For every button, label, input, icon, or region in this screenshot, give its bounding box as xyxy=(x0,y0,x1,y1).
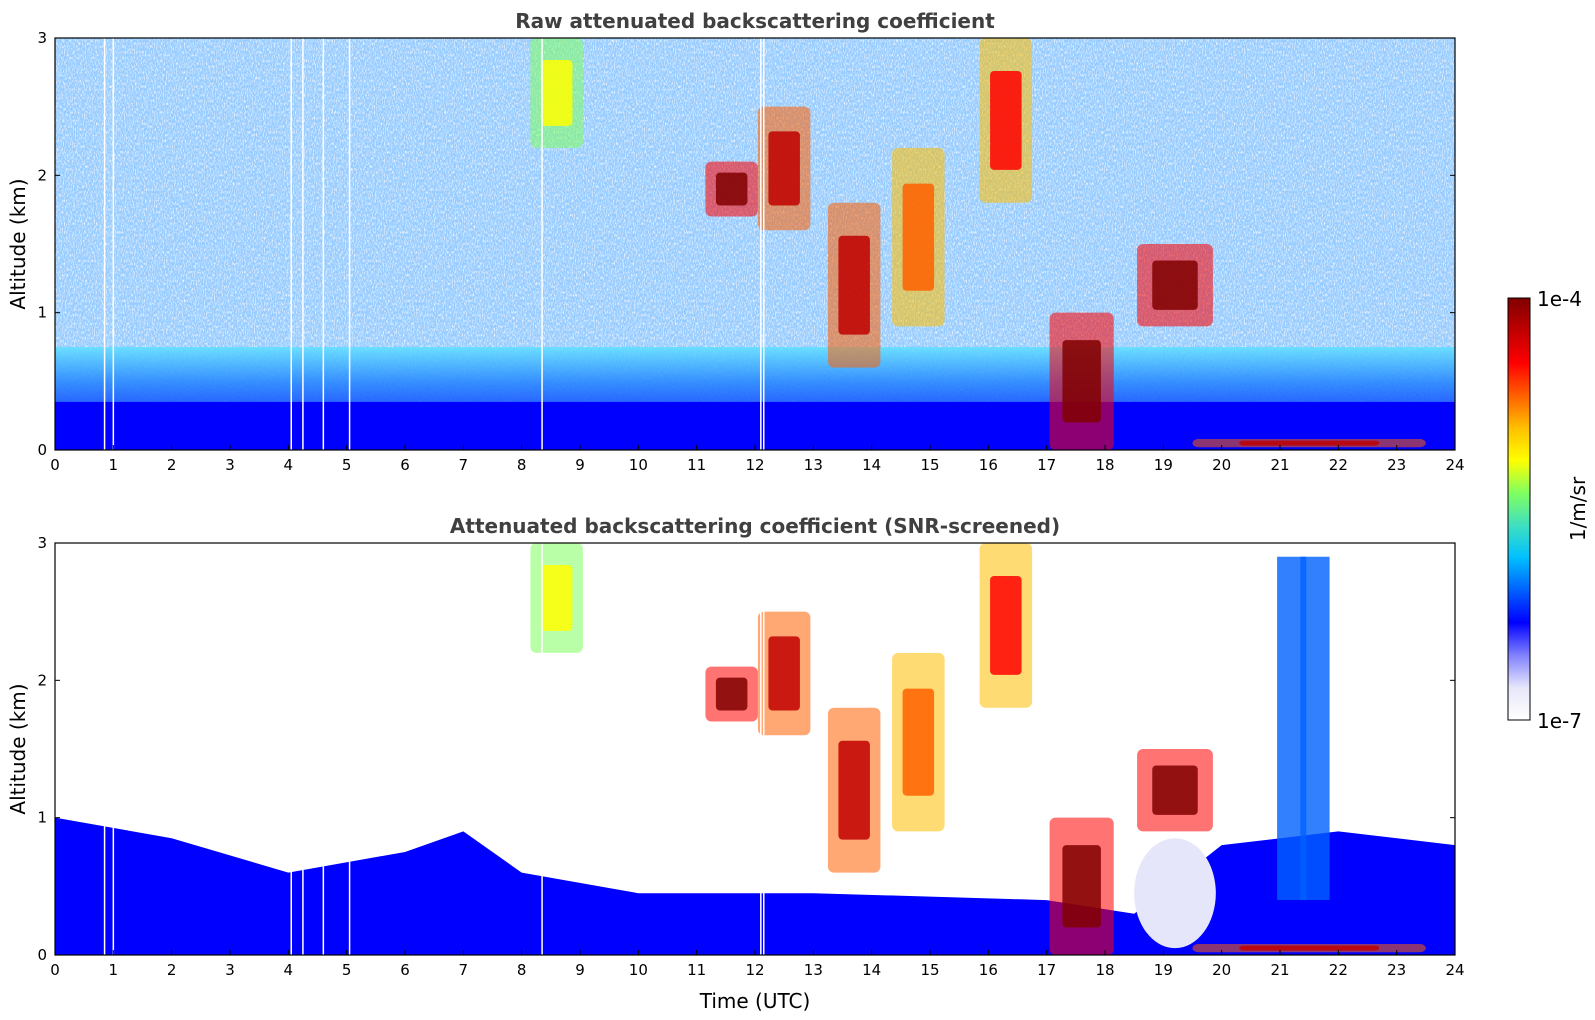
x-tick-label: 6 xyxy=(400,456,410,474)
x-tick-label: 7 xyxy=(459,456,469,474)
boundary-layer xyxy=(55,817,1455,955)
feature-core xyxy=(1062,340,1101,423)
feature-core xyxy=(990,575,1022,675)
x-tick-label: 21 xyxy=(1270,961,1289,979)
x-tick-label: 14 xyxy=(862,961,881,979)
x-tick-label: 18 xyxy=(1095,456,1114,474)
feature-core xyxy=(1152,765,1198,815)
low-signal-region xyxy=(1134,838,1216,949)
x-tick-label: 8 xyxy=(517,456,527,474)
panel-raw-axes: 0 1 2 3 4 5 6 7 8 9 10 11 12 13 14 15 16 17 18 19 20 21 22 23 24… xyxy=(37,29,1464,474)
x-tick-label: 5 xyxy=(342,961,352,979)
panel-raw-heatmap xyxy=(55,38,1455,450)
feature-core xyxy=(540,59,573,126)
feature-core xyxy=(715,677,748,711)
x-tick-label: 1 xyxy=(109,456,119,474)
xlabel: Time (UTC) xyxy=(699,989,811,1013)
x-tick-label: 16 xyxy=(979,456,998,474)
y-tick-label: 2 xyxy=(37,671,47,689)
y-tick-label: 0 xyxy=(37,946,47,964)
colorbar-unit-label: 1/m/sr xyxy=(1566,476,1590,541)
x-tick-label: 15 xyxy=(920,961,939,979)
x-tick-label: 16 xyxy=(979,961,998,979)
feature-core xyxy=(715,172,748,206)
x-tick-label: 12 xyxy=(745,456,764,474)
feature-core xyxy=(1239,945,1380,951)
panel-raw-title: Raw attenuated backscattering coefficien… xyxy=(515,9,995,33)
x-tick-label: 23 xyxy=(1387,456,1406,474)
colorbar: 1e-4 1e-7 1/m/sr xyxy=(1507,287,1590,733)
y-tick-label: 3 xyxy=(37,29,47,47)
x-tick-label: 22 xyxy=(1329,456,1348,474)
feature-core xyxy=(1239,440,1380,446)
x-tick-label: 22 xyxy=(1329,961,1348,979)
y-tick-label: 2 xyxy=(37,166,47,184)
x-tick-label: 19 xyxy=(1154,456,1173,474)
feature-core xyxy=(990,70,1022,170)
x-tick-label: 9 xyxy=(575,961,585,979)
y-tick-label: 1 xyxy=(37,809,47,827)
x-tick-label: 23 xyxy=(1387,961,1406,979)
colorbar-min-label: 1e-7 xyxy=(1537,709,1582,733)
x-tick-label: 15 xyxy=(920,456,939,474)
feature-core xyxy=(902,688,935,796)
x-tick-label: 20 xyxy=(1212,456,1231,474)
x-tick-label: 13 xyxy=(804,961,823,979)
x-tick-label: 21 xyxy=(1270,456,1289,474)
y-tick-label: 1 xyxy=(37,304,47,322)
x-tick-label: 20 xyxy=(1212,961,1231,979)
x-tick-label: 18 xyxy=(1095,961,1114,979)
x-tick-label: 24 xyxy=(1445,456,1464,474)
feature-core xyxy=(1152,260,1198,310)
panel-raw: Raw attenuated backscattering coefficien… xyxy=(6,9,1465,474)
x-tick-label: 0 xyxy=(50,961,60,979)
x-tick-label: 4 xyxy=(284,456,294,474)
feature-core xyxy=(540,564,573,631)
aerosol-column xyxy=(1300,556,1330,901)
x-tick-label: 0 xyxy=(50,456,60,474)
colorbar-bar xyxy=(1507,297,1531,721)
feature-core xyxy=(768,131,800,206)
x-tick-label: 11 xyxy=(687,961,706,979)
feature-core xyxy=(838,235,870,335)
x-tick-label: 3 xyxy=(225,456,235,474)
panel-screened-heatmap xyxy=(55,543,1455,955)
feature-core xyxy=(1062,845,1101,928)
x-tick-label: 5 xyxy=(342,456,352,474)
x-tick-label: 1 xyxy=(109,961,119,979)
x-tick-label: 10 xyxy=(629,456,648,474)
x-tick-label: 17 xyxy=(1037,961,1056,979)
y-tick-label: 0 xyxy=(37,441,47,459)
feature-core xyxy=(838,740,870,840)
x-tick-label: 14 xyxy=(862,456,881,474)
x-tick-label: 24 xyxy=(1445,961,1464,979)
x-tick-label: 2 xyxy=(167,456,177,474)
x-tick-label: 3 xyxy=(225,961,235,979)
x-tick-label: 10 xyxy=(629,961,648,979)
panel-screened-axes: 0 1 2 3 4 5 6 7 8 9 10 11 12 13 14 15 16 17 18 19 20 21 22 23 24… xyxy=(37,534,1464,979)
x-tick-label: 9 xyxy=(575,456,585,474)
x-tick-label: 11 xyxy=(687,456,706,474)
panel-screened-ylabel: Altitude (km) xyxy=(6,683,30,814)
x-tick-label: 6 xyxy=(400,961,410,979)
x-tick-label: 4 xyxy=(284,961,294,979)
feature-core xyxy=(902,183,935,291)
y-tick-label: 3 xyxy=(37,534,47,552)
x-tick-label: 2 xyxy=(167,961,177,979)
panel-screened-title: Attenuated backscattering coefficient (S… xyxy=(450,514,1060,538)
x-tick-label: 13 xyxy=(804,456,823,474)
x-tick-label: 17 xyxy=(1037,456,1056,474)
colorbar-max-label: 1e-4 xyxy=(1537,287,1582,311)
x-tick-label: 8 xyxy=(517,961,527,979)
x-tick-label: 19 xyxy=(1154,961,1173,979)
feature-core xyxy=(768,636,800,711)
x-tick-label: 12 xyxy=(745,961,764,979)
x-tick-label: 7 xyxy=(459,961,469,979)
panel-screened: Attenuated backscattering coefficient (S… xyxy=(6,514,1465,1013)
panel-raw-ylabel: Altitude (km) xyxy=(6,178,30,309)
